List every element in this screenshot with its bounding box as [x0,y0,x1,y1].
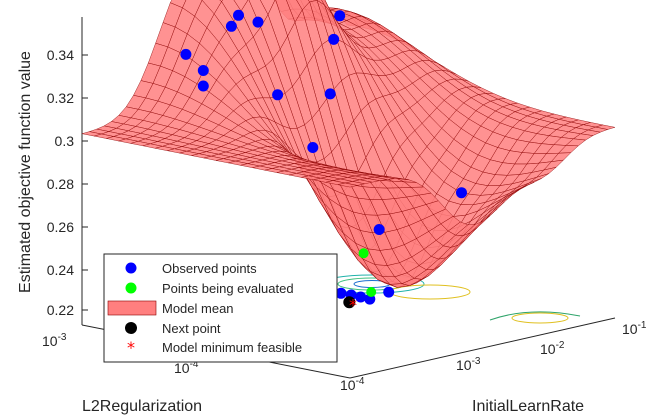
y-ticks: 10-3 10-4 [42,332,199,376]
observed-point [272,89,284,101]
y-axis-label: L2Regularization [82,398,202,415]
legend-label: Model mean [162,301,234,316]
z-tick-label: 0.3 [55,133,75,149]
legend-label: Points being evaluated [162,281,294,296]
model-mean-surface [81,0,616,288]
z-ticks: 0.22 0.24 0.26 0.28 0.3 0.32 0.34 [47,47,88,318]
next-point [343,296,356,309]
legend-label: Next point [162,321,221,336]
x-tick-label: 10-1 [622,320,647,337]
markers: * [180,9,467,315]
legend-marker-next-point [125,322,137,334]
legend-marker-minimum: * [127,338,135,357]
x-axis-label: InitialLearnRate [472,398,584,415]
observed-point [328,33,340,45]
surface-facet [337,182,358,188]
observed-point [383,286,395,298]
x-axis-floor-line [349,317,616,379]
evaluated-point [358,248,369,259]
observed-point [334,10,346,22]
observed-point [456,187,467,199]
legend-label: Observed points [162,261,257,276]
z-tick-label: 0.34 [47,47,74,63]
observed-point [324,88,336,100]
y-tick-label: 10-3 [42,332,67,349]
x-tick-label: 10-4 [340,376,365,393]
z-tick-label: 0.26 [47,219,74,235]
observed-point [225,20,237,32]
legend-marker-evaluated [125,282,137,294]
model-minimum-feasible-point: * [349,296,357,315]
z-tick-label: 0.32 [47,90,74,106]
legend-label: Model minimum feasible [162,340,302,355]
z-tick-label: 0.22 [47,302,74,318]
x-tick-label: 10-3 [456,356,481,373]
observed-point [373,224,385,235]
x-tick-label: 10-2 [540,340,565,357]
z-axis-label: Estimated objective function value [17,51,34,293]
evaluated-point [366,287,377,297]
observed-point [307,142,319,153]
x-ticks: 10-4 10-3 10-2 10-1 [340,320,647,393]
y-tick-label: 10-4 [174,359,199,376]
observed-point [233,9,244,21]
legend-marker-observed [125,262,137,274]
observed-point [197,65,209,76]
observed-point [197,80,209,92]
observed-point [252,16,264,28]
observed-point [180,48,192,60]
legend: Observed points Points being evaluated M… [103,253,338,363]
z-tick-label: 0.24 [47,262,74,278]
observed-point [335,287,347,299]
z-tick-label: 0.28 [47,176,74,192]
legend-patch-model-mean [107,300,157,316]
observed-point [355,291,367,303]
